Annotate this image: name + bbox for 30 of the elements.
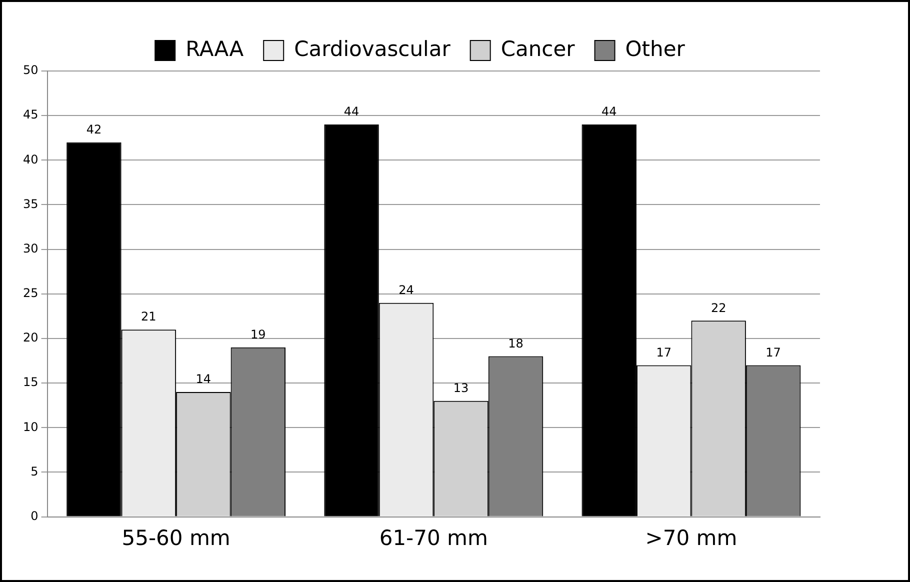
x-tick-label: 61-70 mm xyxy=(379,526,488,550)
legend-label: RAAA xyxy=(186,36,244,61)
data-label: 22 xyxy=(710,300,726,315)
y-tick-label: 10 xyxy=(22,420,38,434)
data-label: 44 xyxy=(344,104,360,119)
y-tick-label: 20 xyxy=(22,330,38,345)
y-tick-label: 40 xyxy=(22,152,38,166)
data-label: 18 xyxy=(508,336,524,350)
data-label: 14 xyxy=(196,372,212,386)
data-label: 44 xyxy=(601,104,617,119)
data-label: 42 xyxy=(86,122,102,136)
legend-label: Other xyxy=(625,36,686,61)
data-label: 21 xyxy=(141,310,156,324)
y-tick-label: 15 xyxy=(22,375,38,390)
y-tick-label: 25 xyxy=(22,286,38,300)
y-tick-label: 5 xyxy=(30,464,38,478)
y-tick-label: 30 xyxy=(22,241,38,256)
x-tick-label: 55-60 mm xyxy=(122,526,230,550)
y-tick-label: 50 xyxy=(22,63,38,78)
legend-label: Cancer xyxy=(500,36,576,61)
data-label: 24 xyxy=(398,282,414,297)
data-label: 13 xyxy=(453,381,469,396)
y-tick-label: 45 xyxy=(22,108,38,122)
data-label: 17 xyxy=(766,345,781,360)
y-tick-label: 0 xyxy=(30,508,38,523)
x-tick-label: >70 mm xyxy=(645,526,738,550)
data-label: 17 xyxy=(656,345,672,360)
y-tick-label: 35 xyxy=(22,196,38,211)
data-label: 19 xyxy=(250,328,266,342)
legend-label: Cardiovascular xyxy=(294,36,451,61)
